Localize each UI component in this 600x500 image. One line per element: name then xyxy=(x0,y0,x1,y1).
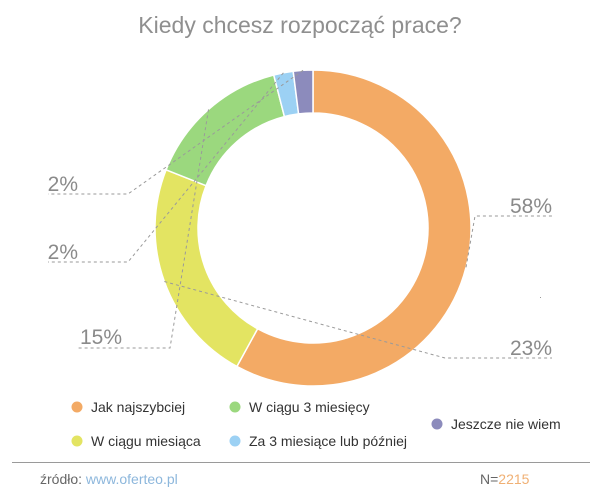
legend-item-w-ciagu-3-miesiecy[interactable]: W ciągu 3 miesięcy xyxy=(229,399,370,415)
data-label-za-3-miesiace-lub-pozniej: 2% xyxy=(48,241,78,264)
data-label-jeszcze-nie-wiem: 2% xyxy=(48,173,78,196)
sample-size-value: 2215 xyxy=(498,471,530,487)
legend-swatch xyxy=(229,401,241,413)
legend-label: W ciągu 3 miesięcy xyxy=(249,399,370,415)
leader-line-w-ciagu-3-miesiecy xyxy=(78,109,210,349)
slice-w-ciagu-miesiaca[interactable] xyxy=(154,168,259,368)
data-label-w-ciagu-miesiaca: 23% xyxy=(510,337,552,360)
leader-line-w-ciagu-miesiaca xyxy=(164,281,552,359)
legend-label: Jeszcze nie wiem xyxy=(451,416,561,432)
sample-size-label: N= xyxy=(480,471,499,487)
source-link[interactable]: www.oferteo.pl xyxy=(85,471,178,487)
legend-swatch xyxy=(71,401,83,413)
source-note: źródło: www.oferteo.pl xyxy=(40,471,178,487)
legend-label: Jak najszybciej xyxy=(91,399,185,415)
data-label-w-ciagu-3-miesiecy: 15% xyxy=(80,326,122,349)
legend-label: W ciągu miesiąca xyxy=(91,433,201,449)
leader-line-jak-najszybciej xyxy=(465,215,552,268)
legend-item-jak-najszybciej[interactable]: Jak najszybciej xyxy=(71,399,186,415)
legend-swatch xyxy=(71,435,83,447)
legend-label: Za 3 miesiące lub później xyxy=(249,433,407,449)
chart-title: Kiedy chcesz rozpocząć prace? xyxy=(138,12,461,38)
legend-item-jeszcze-nie-wiem[interactable]: Jeszcze nie wiem xyxy=(431,416,561,432)
legend-swatch xyxy=(229,435,241,447)
stray-dot xyxy=(540,297,541,298)
legend-swatch xyxy=(431,418,443,430)
source-label: źródło: xyxy=(40,471,83,487)
legend-item-w-ciagu-miesiaca[interactable]: W ciągu miesiąca xyxy=(71,433,201,449)
slice-jak-najszybciej[interactable] xyxy=(235,69,472,387)
legend-item-za-3-miesiace-lub-pozniej[interactable]: Za 3 miesiące lub później xyxy=(229,433,407,449)
sample-size: N=2215 xyxy=(480,471,529,487)
slice-jeszcze-nie-wiem[interactable] xyxy=(292,69,314,115)
data-label-jak-najszybciej: 58% xyxy=(510,195,552,218)
slice-w-ciagu-3-miesiecy[interactable] xyxy=(165,74,286,187)
footer-divider xyxy=(12,462,590,463)
